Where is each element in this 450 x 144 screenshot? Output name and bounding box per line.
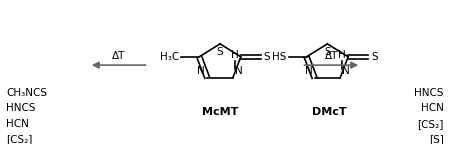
Text: H: H [338,50,346,60]
Text: H: H [231,50,239,60]
Text: S: S [217,47,223,57]
Text: HS: HS [272,52,287,62]
Text: HCN: HCN [6,119,29,129]
Text: N: N [235,66,243,76]
Text: N: N [305,66,313,76]
Text: [CS₂]: [CS₂] [6,134,33,144]
Text: N: N [342,66,350,76]
Text: HCN: HCN [421,103,444,113]
Text: HNCS: HNCS [6,103,36,113]
Text: ΔT: ΔT [112,51,126,61]
Text: CH₃NCS: CH₃NCS [6,88,47,98]
Text: DMcT: DMcT [312,107,346,117]
Text: ΔT: ΔT [324,51,338,61]
Text: S: S [324,47,331,57]
Text: HNCS: HNCS [414,88,444,98]
Text: [CS₂]: [CS₂] [417,119,444,129]
Text: S: S [264,52,270,62]
Text: [S]: [S] [429,134,444,144]
Text: S: S [371,52,378,62]
Text: H₃C: H₃C [160,52,180,62]
Text: McMT: McMT [202,107,238,117]
Text: N: N [198,66,205,76]
